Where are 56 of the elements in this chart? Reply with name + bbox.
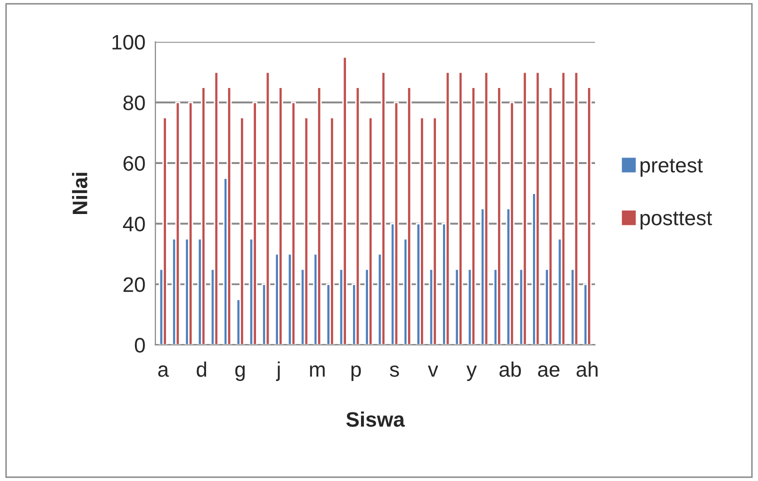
bar bbox=[522, 71, 528, 345]
bar bbox=[252, 102, 258, 345]
bar bbox=[304, 116, 309, 345]
bar bbox=[214, 71, 219, 345]
bar bbox=[509, 102, 514, 345]
bar bbox=[290, 102, 296, 345]
bar bbox=[380, 71, 386, 345]
x-axis-title: Siswa bbox=[346, 412, 405, 427]
bar bbox=[240, 116, 245, 345]
bar bbox=[574, 71, 579, 345]
bar bbox=[355, 86, 360, 345]
x-tick-label: j bbox=[276, 362, 280, 381]
bar bbox=[330, 116, 335, 345]
x-tick-label: p bbox=[351, 365, 361, 381]
bar bbox=[188, 102, 194, 345]
legend-label: pretest bbox=[640, 158, 703, 177]
bar bbox=[200, 86, 206, 345]
legend-label: posttest bbox=[640, 212, 712, 230]
bar bbox=[560, 71, 566, 345]
y-tick-label: 0 bbox=[134, 338, 145, 353]
x-tick-label: ae bbox=[538, 365, 560, 377]
bar bbox=[420, 116, 424, 345]
bar bbox=[496, 86, 502, 345]
bar bbox=[470, 86, 476, 345]
x-tick-label: m bbox=[310, 365, 325, 377]
y-axis-title: Nilai bbox=[72, 172, 88, 214]
bar bbox=[278, 86, 284, 345]
bar bbox=[265, 71, 270, 345]
bar bbox=[162, 116, 168, 345]
y-tick-label: 60 bbox=[124, 156, 145, 171]
x-tick-label: ah bbox=[576, 362, 598, 377]
x-tick-label: s bbox=[390, 365, 399, 377]
bar bbox=[445, 71, 450, 345]
bar bbox=[535, 71, 540, 345]
x-tick-label: a bbox=[158, 365, 169, 377]
bar bbox=[586, 86, 592, 345]
y-tick-label: 20 bbox=[124, 277, 145, 292]
y-tick-label: 100 bbox=[112, 34, 145, 50]
bar bbox=[394, 102, 399, 345]
x-tick-label: ab bbox=[499, 362, 521, 377]
bar bbox=[406, 86, 412, 345]
x-tick-label: v bbox=[428, 366, 438, 377]
bar bbox=[175, 102, 180, 345]
bar bbox=[226, 86, 232, 345]
bar bbox=[432, 116, 438, 345]
y-tick-label: 80 bbox=[123, 95, 145, 110]
bar bbox=[458, 71, 464, 345]
x-tick-label: d bbox=[196, 362, 206, 377]
y-tick-label: 40 bbox=[122, 216, 145, 232]
x-tick-label: g bbox=[235, 365, 245, 381]
x-tick-label: y bbox=[466, 366, 477, 381]
bar bbox=[548, 86, 554, 345]
bar bbox=[342, 56, 348, 345]
bar bbox=[316, 86, 322, 345]
bar bbox=[368, 116, 374, 345]
bar bbox=[484, 71, 489, 345]
